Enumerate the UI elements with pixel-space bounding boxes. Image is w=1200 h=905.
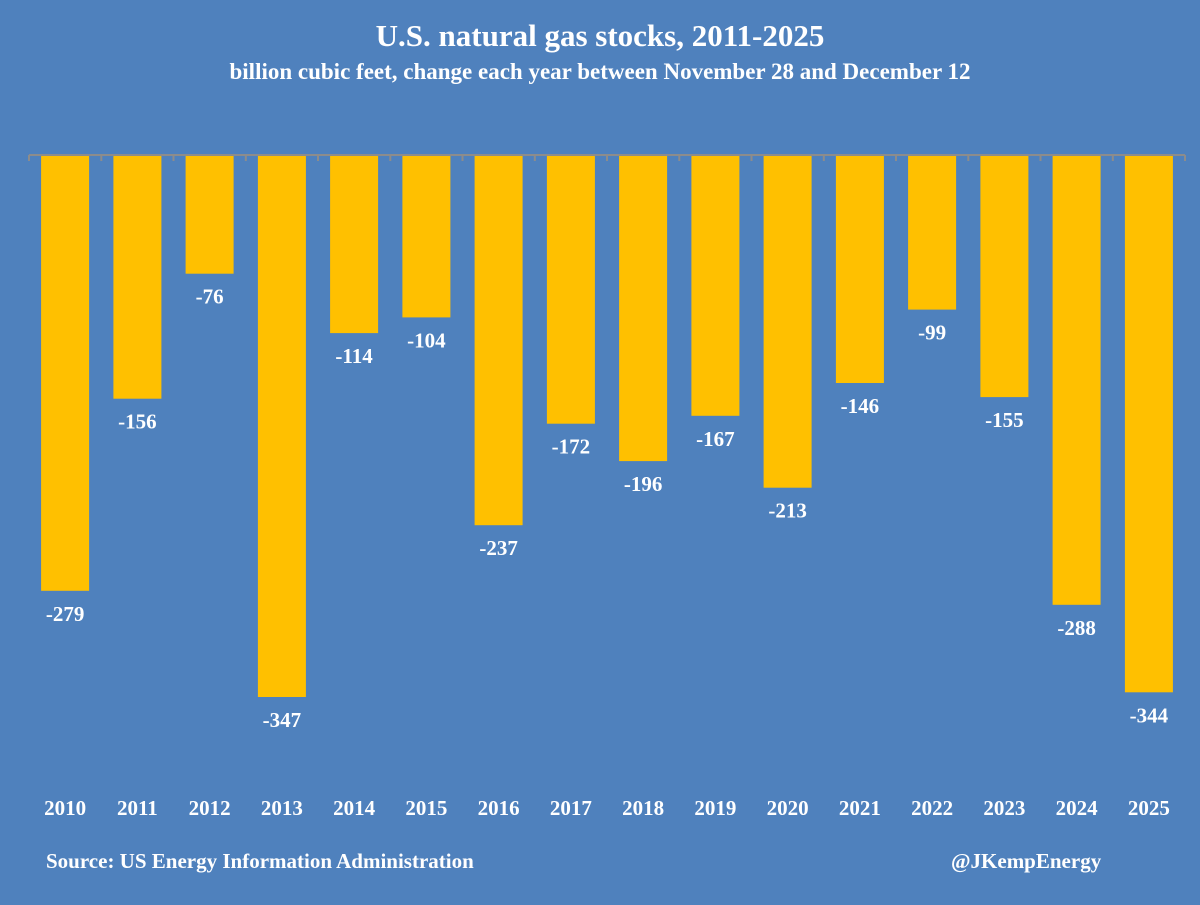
bars <box>41 155 1173 697</box>
x-tick-label-2010: 2010 <box>44 796 86 820</box>
data-label-2016: -237 <box>479 536 518 560</box>
bar-2018 <box>619 155 668 462</box>
data-label-2022: -99 <box>918 321 946 345</box>
bar-2020 <box>763 155 812 488</box>
x-tick-labels: 2010 2011 2012 2013 2014 2015 2016 2017 2018 2019… <box>44 796 1170 820</box>
x-tick-label-2018: 2018 <box>622 796 664 820</box>
data-label-2014: -114 <box>335 344 373 368</box>
data-label-2023: -155 <box>985 408 1024 432</box>
x-tick-label-2016: 2016 <box>478 796 520 820</box>
data-label-2017: -172 <box>552 435 591 459</box>
data-label-2013: -347 <box>263 708 302 732</box>
data-label-2024: -288 <box>1057 616 1096 640</box>
x-tick-label-2012: 2012 <box>189 796 231 820</box>
data-label-2021: -146 <box>841 394 880 418</box>
bar-2013 <box>257 155 306 697</box>
x-tick-label-2014: 2014 <box>333 796 376 820</box>
x-tick-label-2021: 2021 <box>839 796 881 820</box>
bar-2012 <box>185 155 234 274</box>
bar-2015 <box>402 155 451 318</box>
data-label-2011: -156 <box>118 410 157 434</box>
x-tick-label-2013: 2013 <box>261 796 303 820</box>
data-label-2012: -76 <box>196 285 224 309</box>
bar-2011 <box>113 155 162 399</box>
x-tick-label-2023: 2023 <box>983 796 1025 820</box>
bar-2010 <box>41 155 90 591</box>
bar-2023 <box>980 155 1029 398</box>
data-label-2015: -104 <box>407 328 446 352</box>
bar-2024 <box>1052 155 1101 605</box>
bar-2014 <box>330 155 379 334</box>
x-axis <box>28 154 1186 161</box>
data-label-2018: -196 <box>624 472 663 496</box>
data-label-2010: -279 <box>46 602 85 626</box>
bar-2019 <box>691 155 740 416</box>
x-tick-label-2017: 2017 <box>550 796 592 820</box>
bar-2021 <box>835 155 884 383</box>
x-tick-label-2025: 2025 <box>1128 796 1170 820</box>
bar-2017 <box>546 155 595 424</box>
bar-2016 <box>474 155 523 526</box>
x-tick-label-2024: 2024 <box>1056 796 1099 820</box>
x-tick-label-2015: 2015 <box>405 796 447 820</box>
data-label-2020: -213 <box>768 499 807 523</box>
data-labels: -279 -156 -76 -347 -114 -104 -237 -172 -196 -167 -… <box>46 285 1169 732</box>
chart-title: U.S. natural gas stocks, 2011-2025 <box>375 18 825 53</box>
author-handle: @JKempEnergy <box>951 849 1102 873</box>
data-label-2019: -167 <box>696 427 735 451</box>
chart-subtitle: billion cubic feet, change each year bet… <box>229 59 971 84</box>
x-tick-label-2020: 2020 <box>767 796 809 820</box>
bar-2025 <box>1124 155 1173 693</box>
x-tick-label-2022: 2022 <box>911 796 953 820</box>
x-tick-label-2011: 2011 <box>117 796 158 820</box>
source-note: Source: US Energy Information Administra… <box>46 849 474 873</box>
bar-2022 <box>908 155 957 310</box>
data-label-2025: -344 <box>1130 703 1169 727</box>
x-tick-label-2019: 2019 <box>694 796 736 820</box>
